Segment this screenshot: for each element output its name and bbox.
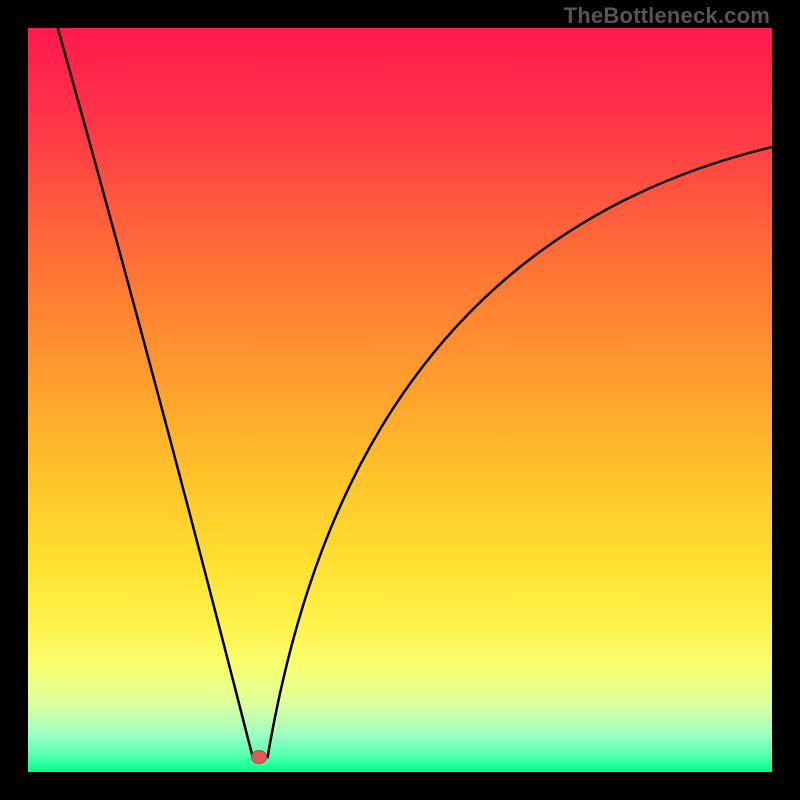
watermark-text: TheBottleneck.com — [564, 3, 770, 29]
minimum-marker — [251, 750, 267, 764]
bottleneck-curve — [28, 28, 772, 772]
chart-frame: TheBottleneck.com — [0, 0, 800, 800]
plot-area — [28, 28, 772, 772]
